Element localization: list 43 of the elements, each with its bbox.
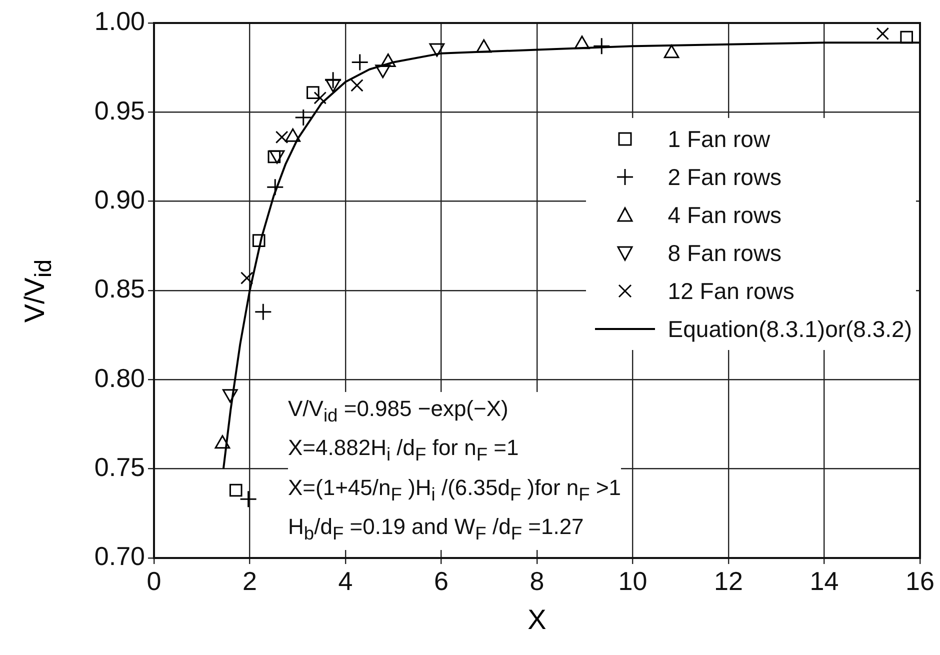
point <box>275 130 288 144</box>
point <box>351 53 369 71</box>
x-tick-label: 14 <box>810 566 839 596</box>
point <box>900 30 913 44</box>
point <box>314 91 327 104</box>
point <box>266 178 284 196</box>
point <box>240 490 258 508</box>
point <box>350 79 364 92</box>
y-tick-label: 0.75 <box>94 452 145 482</box>
y-tick-label: 1.00 <box>94 6 145 36</box>
legend-label: 1 Fan row <box>668 126 770 152</box>
y-tick-label: 0.85 <box>94 274 145 304</box>
y-tick-label: 0.80 <box>94 362 145 393</box>
point <box>592 37 610 55</box>
annotation: V/V$_{id}$ =0.985 −exp(−X) <box>288 395 510 428</box>
x-tick-label: 8 <box>530 566 544 596</box>
legend-label: 8 Fan rows <box>668 240 782 266</box>
text: H$_{b}$/d$_{F}$ =0.19 and W$_{F}$ /d$_{F}$ =1.27 <box>288 514 584 544</box>
x-tick-label: 10 <box>618 566 648 596</box>
annotation: X=4.882H$_{i}$ /d$_{F}$ for n$_{F}$ =1 <box>288 434 520 467</box>
y-tick-label: 0.90 <box>94 184 145 215</box>
legend-label: Equation(8.3.1)or(8.3.2) <box>668 316 912 342</box>
y-tick-label: 0.70 <box>94 541 145 572</box>
point <box>324 71 342 89</box>
point <box>254 303 272 321</box>
point <box>876 27 890 40</box>
y-tick-label: 0.95 <box>94 95 145 126</box>
x-axis-title: X <box>528 604 546 636</box>
x-tick-label: 0 <box>146 566 162 596</box>
legend-label: 2 Fan rows <box>668 164 782 190</box>
point <box>294 108 312 126</box>
point <box>252 234 266 247</box>
text: X=(1+45/n$_{F}$ )H$_{i}$ /(6.35d$_{F}$ )for n$_{F}$ >1 <box>288 474 622 504</box>
point <box>306 86 320 99</box>
x-tick-label: 2 <box>242 566 257 596</box>
legend-label: 12 Fan rows <box>668 278 794 304</box>
x-tick-label: 4 <box>338 566 353 596</box>
x-tick-label: 12 <box>714 566 743 596</box>
point <box>240 272 254 284</box>
x-tick-label: 6 <box>434 566 448 596</box>
legend-label: 4 Fan rows <box>668 202 782 228</box>
x-tick-label: 16 <box>906 566 934 596</box>
point <box>229 484 242 497</box>
